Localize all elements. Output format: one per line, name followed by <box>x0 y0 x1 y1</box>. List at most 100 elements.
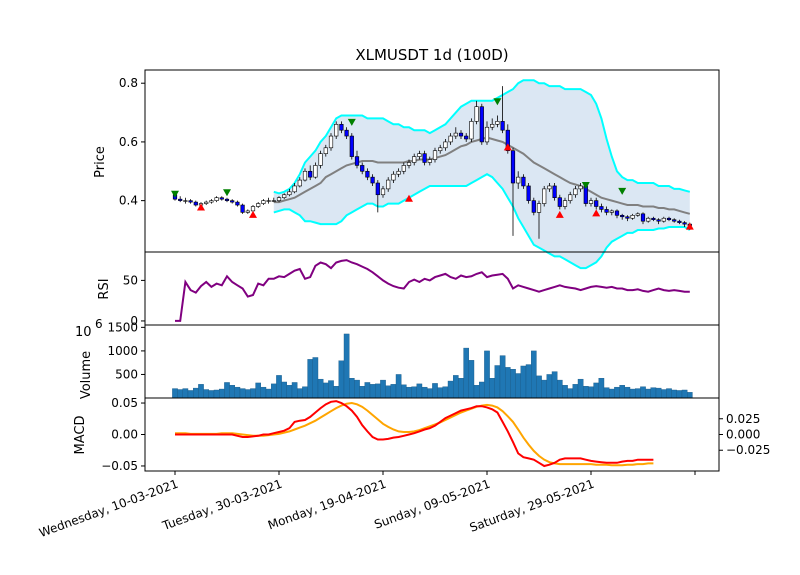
volume-bar <box>515 373 521 399</box>
volume-bar <box>463 347 470 399</box>
volume-bar <box>271 383 277 399</box>
candle-body <box>214 197 219 201</box>
candle-body <box>360 165 365 172</box>
volume-bar <box>187 390 194 399</box>
macd-line <box>175 400 654 468</box>
rsi-panel: 0 50 <box>123 251 720 328</box>
candle-body <box>235 201 240 206</box>
bollinger-band-fill <box>273 80 690 269</box>
candle-body <box>557 197 562 207</box>
candle-body <box>677 220 682 223</box>
volume-bar <box>510 369 516 399</box>
volume-bar <box>224 382 230 399</box>
sell-signal-marker <box>249 210 257 218</box>
volume-bar <box>385 385 392 399</box>
candle-body <box>183 200 188 202</box>
candle-body <box>417 153 422 157</box>
candle-body <box>282 194 287 198</box>
candle-body <box>438 147 443 152</box>
rsi-tick-label: 0 <box>130 314 138 328</box>
volume-bar <box>359 386 366 399</box>
candle-body <box>318 153 323 166</box>
candle-body <box>666 217 672 221</box>
volume-bar <box>551 371 558 399</box>
macd-tick-label: 0.00 <box>111 428 138 442</box>
candle-body <box>391 173 396 181</box>
volume-bar <box>588 386 594 399</box>
rsi-line <box>175 259 690 322</box>
rsi-tick-label: 50 <box>123 273 138 287</box>
volume-bar <box>432 383 438 399</box>
volume-bar <box>614 386 620 399</box>
volume-bar <box>208 390 215 399</box>
candle-body <box>204 201 209 204</box>
volume-bar <box>203 389 210 399</box>
volume-bar <box>655 387 662 399</box>
candle-body <box>609 210 614 213</box>
volume-bar <box>177 389 184 399</box>
volume-bar <box>505 367 511 399</box>
volume-bar <box>276 375 282 399</box>
volume-bar <box>557 379 563 399</box>
volume-bar <box>401 384 407 399</box>
candle-body <box>521 176 526 187</box>
volume-bar <box>364 382 371 399</box>
candle-body <box>599 206 604 210</box>
volume-bar <box>239 388 246 399</box>
candle-body <box>542 188 547 204</box>
volume-bar <box>411 386 418 399</box>
volume-bar <box>395 374 402 399</box>
candle-body <box>178 198 183 201</box>
macd-tick-label: −0.05 <box>101 459 138 473</box>
candle-body <box>547 185 552 190</box>
candle-body <box>635 213 640 216</box>
candle-body <box>375 182 380 196</box>
candle-body <box>484 126 490 143</box>
bollinger-lower-line <box>273 173 691 270</box>
volume-bar <box>213 389 220 399</box>
price-panel: 0.4 0.6 0.8 <box>119 69 720 270</box>
volume-bar <box>416 383 423 399</box>
candle-body <box>349 135 354 157</box>
candle-body <box>354 156 360 166</box>
volume-bar <box>234 386 241 399</box>
candle-body <box>443 141 448 149</box>
volume-bar <box>297 388 303 399</box>
volume-bar <box>583 386 589 399</box>
candle-body <box>562 200 568 207</box>
candle-body <box>188 200 193 203</box>
volume-bar <box>369 384 376 399</box>
volume-bar <box>525 364 532 399</box>
volume-bar <box>546 374 553 399</box>
candle-body <box>630 215 635 219</box>
candle-body <box>276 197 282 201</box>
candle-body <box>500 121 505 131</box>
volume-panel: 500 1000 1500 <box>107 320 720 399</box>
volume-bar <box>291 382 298 399</box>
volume-bar <box>650 387 657 399</box>
candle-body <box>224 198 230 201</box>
volume-bar <box>198 384 204 399</box>
volume-bar <box>598 378 605 399</box>
candle-body <box>578 185 583 190</box>
volume-bar <box>328 380 334 399</box>
volume-bar <box>323 382 329 399</box>
candle-body <box>604 209 609 213</box>
volume-scale-base: 10 <box>75 325 92 340</box>
volume-bar <box>447 380 454 399</box>
buy-signal-marker <box>493 98 502 106</box>
candle-body <box>614 210 620 216</box>
macd-panel: 0.05 0.00 −0.05 0.025 0.000−0.025 <box>101 396 770 473</box>
volume-bar <box>499 355 506 399</box>
candle-body <box>656 219 661 222</box>
volume-bar <box>182 388 189 399</box>
candle-body <box>536 203 542 213</box>
candle-body <box>469 121 474 140</box>
candle-body <box>495 121 500 125</box>
price-tick-label: 0.8 <box>119 76 138 90</box>
candle-body <box>365 170 370 178</box>
x-tick-label: Wednesday, 10-03-2021 <box>37 477 180 540</box>
volume-bar <box>640 386 646 399</box>
candle-body <box>588 200 594 204</box>
candle-body <box>432 150 438 160</box>
